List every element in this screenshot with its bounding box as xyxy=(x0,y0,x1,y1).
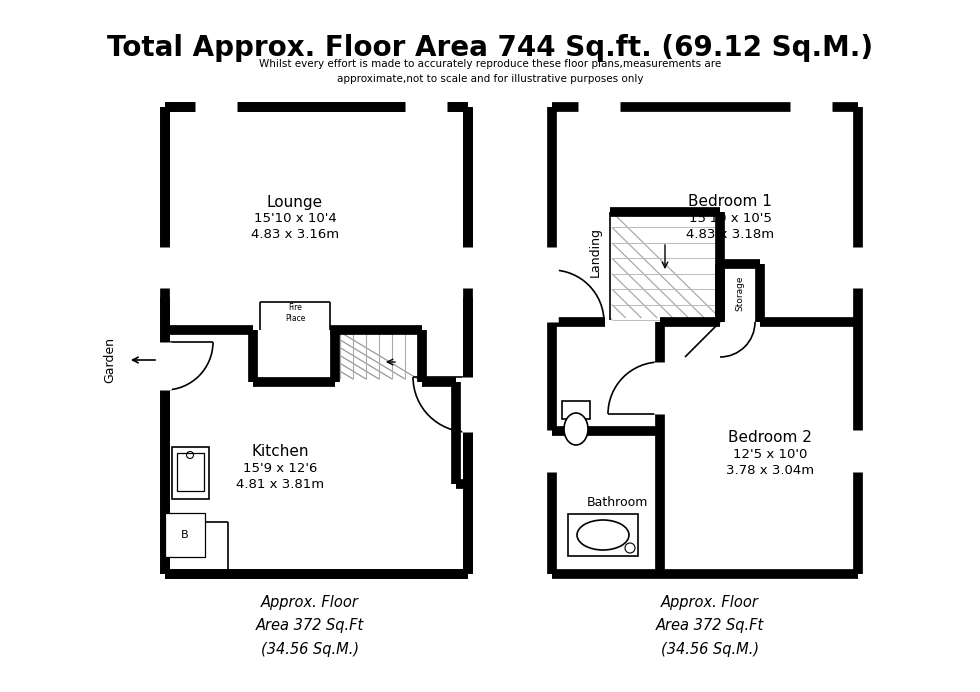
Text: Total Approx. Floor Area 744 Sq.ft. (69.12 Sq.M.): Total Approx. Floor Area 744 Sq.ft. (69.… xyxy=(107,34,873,62)
Text: Fire
Place: Fire Place xyxy=(285,303,305,322)
Text: Lounge: Lounge xyxy=(267,194,323,210)
Text: Bedroom 1: Bedroom 1 xyxy=(688,194,772,210)
Text: 4.83 x 3.18m: 4.83 x 3.18m xyxy=(686,228,774,242)
Text: 3.78 x 3.04m: 3.78 x 3.04m xyxy=(726,464,814,477)
Bar xyxy=(568,514,638,556)
Text: Bedroom 2: Bedroom 2 xyxy=(728,430,812,444)
Text: Kitchen: Kitchen xyxy=(251,444,309,459)
Text: Landing: Landing xyxy=(589,227,602,277)
Text: Garden: Garden xyxy=(104,337,117,383)
Text: Approx. Floor
Area 372 Sq.Ft
(34.56 Sq.M.): Approx. Floor Area 372 Sq.Ft (34.56 Sq.M… xyxy=(256,595,365,657)
Text: 4.83 x 3.16m: 4.83 x 3.16m xyxy=(251,228,339,242)
Text: 4.81 x 3.81m: 4.81 x 3.81m xyxy=(236,478,324,491)
Bar xyxy=(177,453,204,491)
Text: 15'10 x 10'4: 15'10 x 10'4 xyxy=(254,212,336,226)
Text: 12'5 x 10'0: 12'5 x 10'0 xyxy=(733,448,808,460)
Text: Storage: Storage xyxy=(736,275,745,311)
Ellipse shape xyxy=(577,520,629,550)
Text: B: B xyxy=(181,530,189,540)
Text: 15'10 x 10'5: 15'10 x 10'5 xyxy=(689,212,771,226)
Bar xyxy=(172,447,209,499)
Bar xyxy=(562,401,590,419)
Text: Approx. Floor
Area 372 Sq.Ft
(34.56 Sq.M.): Approx. Floor Area 372 Sq.Ft (34.56 Sq.M… xyxy=(656,595,764,657)
Ellipse shape xyxy=(564,413,588,445)
Text: Whilst every effort is made to accurately reproduce these floor plans,measuremen: Whilst every effort is made to accuratel… xyxy=(259,59,721,84)
Text: 15'9 x 12'6: 15'9 x 12'6 xyxy=(243,462,318,475)
Text: Bathroom: Bathroom xyxy=(586,495,648,509)
